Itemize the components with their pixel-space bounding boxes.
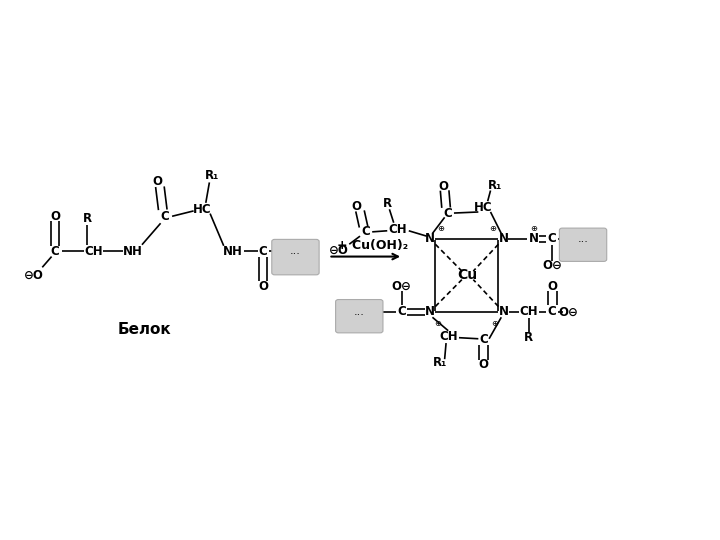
Text: N: N xyxy=(498,232,508,245)
Text: N: N xyxy=(528,232,539,245)
Text: ...: ... xyxy=(354,307,365,317)
Text: Cu: Cu xyxy=(457,268,477,282)
Text: O: O xyxy=(153,175,163,188)
FancyBboxPatch shape xyxy=(271,239,319,275)
Text: O: O xyxy=(50,210,60,223)
Text: C: C xyxy=(397,306,406,319)
Text: N: N xyxy=(498,306,508,319)
Text: N: N xyxy=(426,232,436,245)
Text: Белок: Белок xyxy=(118,322,171,336)
Text: R₁: R₁ xyxy=(433,356,446,369)
FancyBboxPatch shape xyxy=(336,300,383,333)
Text: NH: NH xyxy=(122,245,143,258)
Text: CH: CH xyxy=(519,306,538,319)
FancyBboxPatch shape xyxy=(559,228,607,261)
Text: R₁: R₁ xyxy=(204,170,219,183)
Text: O⊖: O⊖ xyxy=(392,280,412,293)
Text: ⊕: ⊕ xyxy=(438,224,444,233)
Text: HC: HC xyxy=(474,201,492,214)
Text: ⊖O: ⊖O xyxy=(24,269,44,282)
Text: C: C xyxy=(548,232,557,245)
Text: O: O xyxy=(258,280,268,293)
Text: C: C xyxy=(51,245,60,258)
Text: N: N xyxy=(426,306,436,319)
Text: O: O xyxy=(351,200,361,213)
Text: R: R xyxy=(383,198,392,211)
Text: ⊖O: ⊖O xyxy=(328,244,348,257)
Text: ⊕: ⊕ xyxy=(489,224,496,233)
Text: ⊕: ⊕ xyxy=(530,224,537,233)
Text: CH: CH xyxy=(439,329,457,342)
Text: C: C xyxy=(258,245,268,258)
Text: ⊕: ⊕ xyxy=(491,319,498,328)
Text: O: O xyxy=(438,180,448,193)
Text: ...: ... xyxy=(290,246,301,256)
Text: O: O xyxy=(478,358,488,371)
Text: C: C xyxy=(361,225,370,238)
Text: C: C xyxy=(161,210,169,223)
Text: + Cu(OH)₂: + Cu(OH)₂ xyxy=(337,239,408,252)
Text: CH: CH xyxy=(84,245,102,258)
Text: NH: NH xyxy=(223,245,243,258)
Text: R: R xyxy=(83,212,92,226)
Text: ⊕: ⊕ xyxy=(434,319,441,328)
Text: ...: ... xyxy=(577,234,588,244)
Text: R: R xyxy=(524,331,533,344)
Text: O: O xyxy=(547,280,557,293)
Text: CH: CH xyxy=(389,222,408,235)
Text: HC: HC xyxy=(193,203,212,216)
Text: R₁: R₁ xyxy=(487,179,502,192)
Text: O⊖: O⊖ xyxy=(558,306,578,319)
Text: C: C xyxy=(444,207,453,220)
Text: C: C xyxy=(479,333,487,346)
Text: C: C xyxy=(548,306,557,319)
Text: O⊖: O⊖ xyxy=(542,259,562,272)
